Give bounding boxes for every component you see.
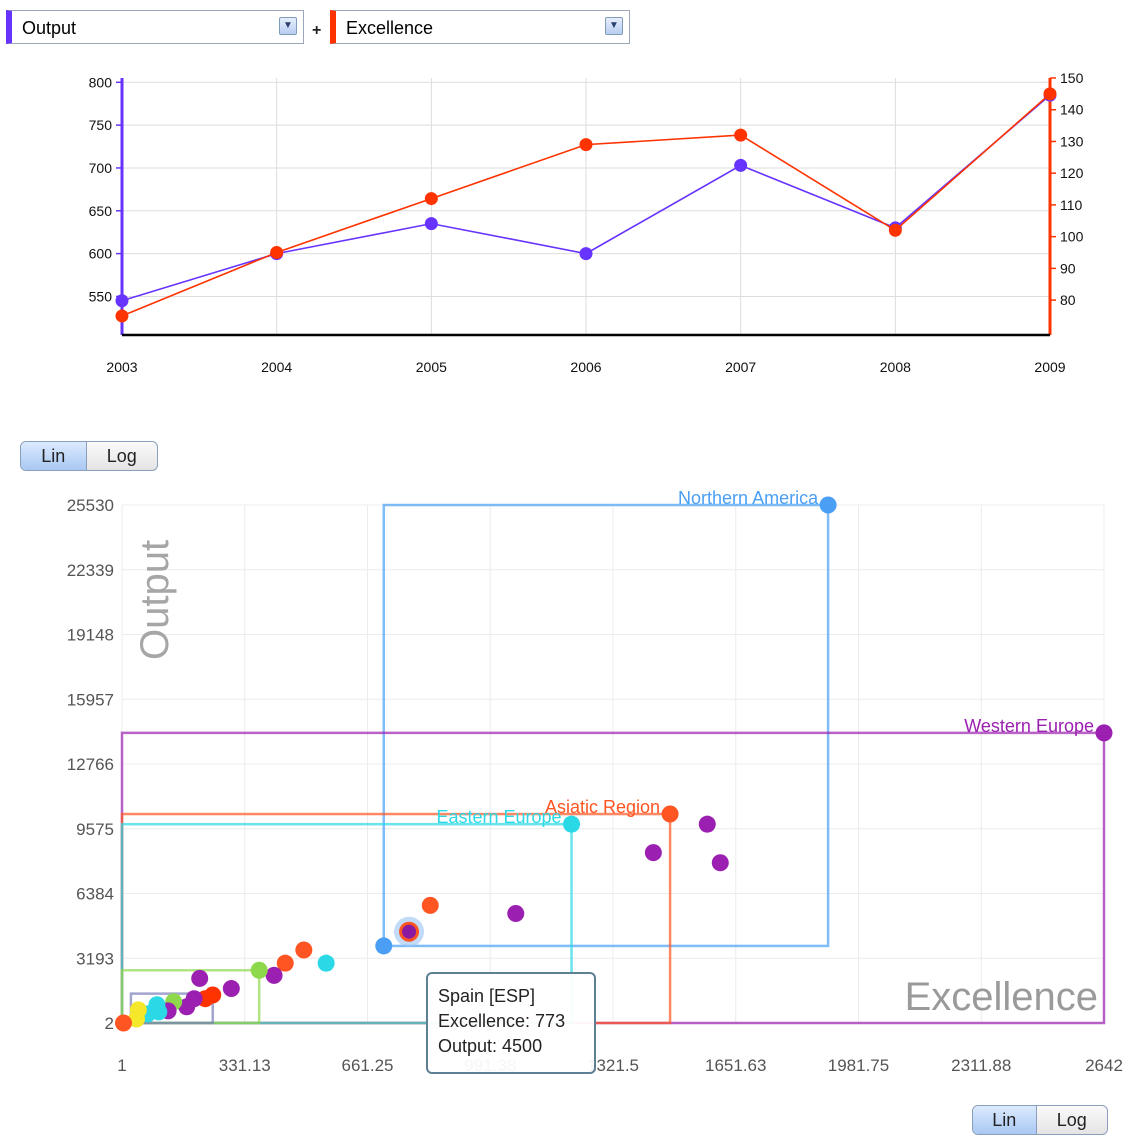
region-label: Asiatic Region [545,797,660,817]
metric-select-right-value: Excellence [346,18,434,38]
scatter-point [661,805,679,823]
x-tick-label: 1651.63 [705,1056,766,1075]
x-tick-label: 2005 [416,359,447,375]
data-point-excellence [115,309,129,323]
scatter-point [250,961,268,979]
y-right-tick-label: 100 [1060,229,1084,245]
scatter-point [644,844,662,862]
scatter-point [191,969,209,987]
x-tick-label: 2003 [106,359,137,375]
scatter-point [563,815,581,833]
metric-select-right[interactable]: Excellence ▼ [330,10,630,44]
y-right-tick-label: 130 [1060,133,1084,149]
scatter-point [295,941,313,959]
x-tick-label: 2642 [1085,1056,1123,1075]
y-left-tick-label: 650 [89,203,113,219]
plus-sign: + [312,22,322,39]
x-tick-label: 2004 [261,359,292,375]
point-tooltip: Spain [ESP] Excellence: 773 Output: 4500 [426,972,596,1074]
chevron-down-icon[interactable]: ▼ [279,17,297,35]
x-tick-label: 1981.75 [828,1056,889,1075]
data-point-excellence [270,246,284,260]
x-tick-label: 2007 [725,359,756,375]
scatter-point [375,937,393,955]
metric-select-left-value: Output [22,18,77,38]
scatter-point [276,954,294,972]
x-tick-label: 331.13 [219,1056,271,1075]
y-right-tick-label: 110 [1060,197,1083,213]
y-axis-title: Output [133,540,177,660]
x-tick-label: 2311.88 [951,1056,1011,1075]
x-tick-label: 1321.5 [587,1056,639,1075]
tooltip-excellence: Excellence: 773 [438,1011,566,1031]
data-point-output [115,294,129,308]
y-left-tick-label: 550 [89,288,113,304]
x-axis-title: Excellence [905,975,1098,1019]
lin-button[interactable]: Lin [21,442,87,470]
scatter-point [128,1010,146,1028]
data-point-excellence [579,138,593,152]
metric-select-left[interactable]: Output ▼ [6,10,304,44]
region-label: Northern America [678,488,819,508]
y-right-tick-label: 120 [1060,165,1084,181]
scale-toggle-bottom: Lin Log [972,1105,1108,1135]
region-label: Eastern Europe [436,807,561,827]
y-tick-label: 15957 [67,690,114,709]
y-left-tick-label: 600 [89,246,113,262]
y-tick-label: 25530 [67,496,114,515]
y-tick-label: 2 [105,1014,114,1033]
y-right-tick-label: 90 [1060,260,1076,276]
y-right-tick-label: 150 [1060,70,1084,86]
y-tick-label: 3193 [76,949,114,968]
scatter-point [1095,724,1113,742]
y-tick-label: 12766 [67,755,114,774]
lin-button[interactable]: Lin [973,1106,1037,1134]
scatter-point [317,954,335,972]
scatter-point [178,998,196,1016]
scatter-point-inner [402,924,417,939]
y-left-tick-label: 700 [89,160,113,176]
scale-toggle-top: Lin Log [20,441,158,471]
y-left-tick-label: 800 [89,74,113,90]
scatter-point [222,980,240,998]
data-point-excellence [424,192,438,206]
x-tick-label: 2008 [880,359,911,375]
x-tick-label: 661.25 [342,1056,394,1075]
scatter-point [711,854,729,872]
log-button[interactable]: Log [1056,1110,1087,1130]
scatter-point [698,815,716,833]
y-right-tick-label: 140 [1060,102,1084,118]
y-right-tick-label: 80 [1060,292,1076,308]
y-tick-label: 22339 [67,561,114,580]
region-box [120,822,573,1025]
region-box [382,503,830,948]
scatter-point [114,1014,132,1032]
log-button[interactable]: Log [106,446,137,466]
x-tick-label: 2006 [570,359,601,375]
scatter-point [819,496,837,514]
y-left-tick-label: 750 [89,117,113,133]
scatter-chart: 1331.13661.25991.381321.51651.631981.752… [67,488,1123,1075]
scatter-point [265,966,283,984]
data-point-output [424,217,438,231]
region-label: Western Europe [964,716,1094,736]
data-point-output [579,247,593,261]
tooltip-output: Output: 4500 [438,1036,543,1056]
scatter-point [507,904,525,922]
data-point-output [734,158,748,172]
line-chart: 2003 2004 2005 2006 2007 2008 2009 550 600 650 700… [89,70,1084,375]
y-tick-label: 19148 [67,626,114,645]
data-point-excellence [1043,87,1057,101]
y-tick-label: 9575 [76,820,114,839]
data-point-excellence [888,223,902,237]
data-point-excellence [734,128,748,142]
tooltip-country: Spain [ESP] [438,986,536,1006]
chevron-down-icon[interactable]: ▼ [605,17,623,35]
x-tick-label: 2009 [1034,359,1065,375]
scatter-point [421,896,439,914]
y-tick-label: 6384 [76,885,114,904]
x-tick-label: 1 [117,1056,126,1075]
